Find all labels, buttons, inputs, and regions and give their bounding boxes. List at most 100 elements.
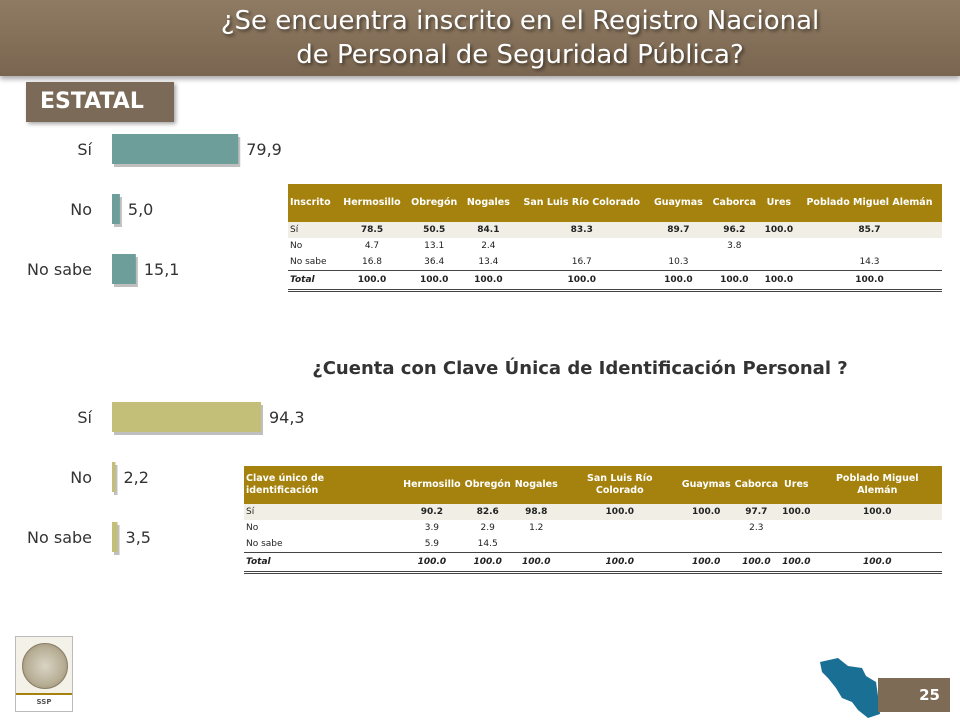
table-row: No 3.9 2.9 1.2 2.3 <box>244 520 942 536</box>
table-cell: 2.9 <box>480 523 495 533</box>
table-cell: 100.0 <box>337 270 407 292</box>
table-cell: 16.8 <box>337 254 407 271</box>
table-cell: 3.9 <box>424 523 440 533</box>
table-cell <box>780 536 813 553</box>
bar <box>112 462 116 492</box>
table-cell: 98.8 <box>512 504 560 520</box>
table-cell: 100.0 <box>760 270 797 292</box>
table-row: No 4.7 13.1 2.4 3.8 <box>288 238 942 254</box>
table-cell: 2.4 <box>481 241 496 251</box>
value-label: 15,1 <box>144 260 180 279</box>
column-header: Obregón <box>406 184 463 222</box>
category-label: No <box>70 468 92 487</box>
page-number: 25 <box>878 678 950 712</box>
table-cell: 5.9 <box>401 536 463 553</box>
clave-unica-table: Clave único de identificación Hermosillo O… <box>244 466 942 574</box>
table-cell: 90.2 <box>401 504 463 520</box>
table-cell: 97.7 <box>732 504 781 520</box>
table-cell: 100.0 <box>679 504 733 520</box>
column-header: Guaymas <box>648 184 708 222</box>
table-cell: 13.4 <box>462 254 515 271</box>
column-header: Ures <box>760 184 797 222</box>
ssp-logo: SSP <box>15 636 73 712</box>
table-cell: 14.5 <box>462 536 513 553</box>
table-cell: 4.7 <box>364 241 380 251</box>
row-label: Sí <box>244 504 402 520</box>
table-cell: 100.0 <box>559 504 680 520</box>
table-cell: 100.0 <box>559 552 680 574</box>
logo-text: SSP <box>16 693 72 711</box>
table-row: Sí 78.5 50.5 84.1 83.3 89.7 96.2 100.0 85.7 <box>288 222 942 238</box>
table-cell <box>680 520 733 536</box>
sonora-map-icon <box>820 658 880 718</box>
table-header-row: Inscrito Hermosillo Obregón Nogales San Luis… <box>288 184 942 222</box>
category-label: No <box>70 200 92 219</box>
table-cell: 100.0 <box>780 552 813 574</box>
table-cell: 14.3 <box>796 254 942 271</box>
table-cell <box>760 254 797 271</box>
seal-icon <box>22 643 68 689</box>
column-header: Caborca <box>707 184 761 222</box>
clave-unica-bar-chart: Sí 94,3 No 2,2 No sabe 3,5 <box>27 402 305 555</box>
category-label: No sabe <box>27 528 92 547</box>
table-cell <box>515 238 649 254</box>
column-header: San Luis Río Colorado <box>514 184 649 222</box>
table-cell: 89.7 <box>648 222 708 238</box>
value-label: 5,0 <box>128 200 153 219</box>
page-title-line-2: de Personal de Seguridad Pública? <box>296 40 744 70</box>
table-cell: 100.0 <box>760 222 797 238</box>
row-label: No <box>290 241 303 251</box>
table-cell: 100.0 <box>462 552 513 574</box>
table-cell: 100.0 <box>780 504 813 520</box>
table-cell: 83.3 <box>514 222 649 238</box>
bar <box>112 402 261 432</box>
table-cell: 100.0 <box>648 270 708 292</box>
table-cell: 82.6 <box>462 504 513 520</box>
table-cell: 84.1 <box>462 222 515 238</box>
table-cell: 36.4 <box>406 254 463 271</box>
table-cell: 100.0 <box>514 270 649 292</box>
bar <box>112 522 118 552</box>
table-cell: 100.0 <box>812 552 942 574</box>
table-cell: 100.0 <box>812 504 942 520</box>
table-cell <box>512 536 560 553</box>
registration-table: Inscrito Hermosillo Obregón Nogales San Luis… <box>288 184 942 292</box>
table-cell: 100.0 <box>512 552 560 574</box>
total-row: Total 100.0 100.0 100.0 100.0 100.0 100.0 100.0… <box>244 552 942 574</box>
table-cell: 100.0 <box>796 270 942 292</box>
table-cell <box>707 254 761 271</box>
column-header: Poblado Miguel Alemán <box>796 184 942 222</box>
table-header-row: Clave único de identificación Hermosillo O… <box>244 466 942 504</box>
category-label: No sabe <box>27 260 92 279</box>
table-cell: 100.0 <box>462 270 515 292</box>
bar <box>112 194 120 224</box>
value-label: 79,9 <box>246 140 282 159</box>
value-label: 2,2 <box>123 468 148 487</box>
table-cell: 100.0 <box>401 552 463 574</box>
column-header: Inscrito <box>288 184 338 222</box>
table-cell: 13.1 <box>424 241 445 251</box>
column-header: Nogales <box>512 466 560 504</box>
category-label: Sí <box>77 140 92 159</box>
table-cell: 2.3 <box>749 523 764 533</box>
column-header: Clave único de identificación <box>244 466 402 504</box>
table-cell <box>812 536 942 553</box>
table-row: No sabe 16.8 36.4 13.4 16.7 10.3 14.3 <box>288 254 942 271</box>
column-header: Obregón <box>462 466 513 504</box>
bar-shadow <box>114 465 118 495</box>
row-label: No <box>246 523 259 533</box>
row-label: Sí <box>288 222 338 238</box>
title-banner: ¿Se encuentra inscrito en el Registro Na… <box>0 0 960 76</box>
table-cell: 100.0 <box>732 552 781 574</box>
total-row: Total 100.0 100.0 100.0 100.0 100.0 100.0 100.0… <box>288 270 942 292</box>
row-label: Total <box>244 552 402 574</box>
table-cell <box>797 238 942 254</box>
table-cell: 78.5 <box>337 222 407 238</box>
table-cell: 100.0 <box>679 552 733 574</box>
column-header: Ures <box>780 466 813 504</box>
value-label: 94,3 <box>269 408 305 427</box>
row-label: Total <box>288 270 338 292</box>
clave-unica-subtitle: ¿Cuenta con Clave Única de Identificació… <box>312 358 848 379</box>
value-label: 3,5 <box>126 528 151 547</box>
bar <box>112 134 239 164</box>
